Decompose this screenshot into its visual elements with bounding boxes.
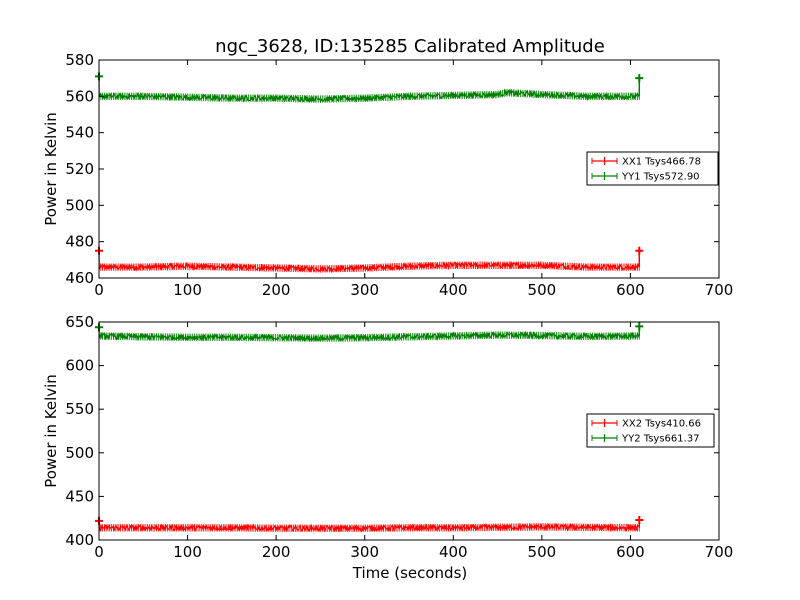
y-tick-label: 650 — [65, 313, 94, 331]
x-tick-label: 600 — [616, 281, 645, 299]
x-tick-label: 0 — [94, 543, 104, 561]
x-tick-label: 500 — [528, 543, 557, 561]
bottom-subplot: Time (seconds) Power in Kelvin 0 100 200 30… — [42, 313, 733, 582]
x-tick-label: 100 — [173, 543, 202, 561]
series-error-hatch — [99, 331, 640, 342]
legend-label: YY2 Tsys661.37 — [621, 434, 700, 445]
legend-box — [586, 151, 719, 186]
bottom-legend: XX2 Tsys410.66 YY2 Tsys661.37 — [586, 413, 715, 448]
x-tick-label: 0 — [94, 281, 104, 299]
series-2-1 — [99, 519, 641, 533]
y-tick-label: 450 — [65, 487, 94, 505]
series-error-hatch — [99, 89, 640, 103]
x-tick-label: 200 — [262, 543, 291, 561]
y-tick-label: 600 — [65, 357, 94, 375]
x-axis-label: Time (seconds) — [352, 564, 468, 582]
x-tick-label: 600 — [616, 543, 645, 561]
legend-box — [586, 413, 715, 448]
y-tick-label: 580 — [65, 51, 94, 69]
bottom-axes-frame — [98, 321, 720, 541]
top-y-axis-label: Power in Kelvin — [42, 112, 60, 226]
x-tick-label: 400 — [439, 543, 468, 561]
y-tick-label: 560 — [65, 87, 94, 105]
series-1-1 — [99, 250, 641, 274]
legend-marker-caps — [591, 435, 618, 441]
y-tick-label: 460 — [65, 269, 94, 287]
x-tick-label: 700 — [705, 543, 734, 561]
legend-label: XX2 Tsys410.66 — [622, 419, 701, 430]
legend-entry: YY1 Tsys572.90 — [591, 172, 700, 183]
top-series-layer — [95, 72, 644, 274]
series-error-hatch — [99, 523, 640, 532]
x-tick-label: 100 — [173, 281, 202, 299]
series-1-2 — [99, 76, 641, 104]
y-tick-label: 550 — [65, 400, 94, 418]
series-2-2 — [99, 326, 641, 343]
y-tick-label: 500 — [65, 444, 94, 462]
y-tick-label: 480 — [65, 233, 94, 251]
top-subplot: ngc_3628, ID:135285 Calibrated Amplitude… — [42, 36, 733, 299]
chart-title: ngc_3628, ID:135285 Calibrated Amplitude — [215, 36, 605, 57]
legend-entry: YY2 Tsys661.37 — [591, 434, 700, 445]
top-ticks-layer: 0 100 200 300 400 500 600 700 460 480 500 520 540 560… — [65, 51, 733, 299]
end-marker — [635, 246, 644, 255]
series-error-hatch — [99, 261, 640, 273]
end-marker — [635, 322, 644, 331]
x-tick-label: 300 — [350, 543, 379, 561]
legend-marker-caps — [591, 158, 618, 164]
top-legend: XX1 Tsys466.78 YY1 Tsys572.90 — [586, 151, 719, 186]
x-tick-label: 400 — [439, 281, 468, 299]
x-tick-label: 200 — [262, 281, 291, 299]
x-tick-label: 500 — [528, 281, 557, 299]
end-marker — [635, 74, 644, 83]
end-marker — [635, 515, 644, 524]
legend-entry: XX2 Tsys410.66 — [591, 419, 701, 430]
bottom-y-axis-label: Power in Kelvin — [42, 374, 60, 488]
y-tick-label: 520 — [65, 160, 94, 178]
bottom-series-layer — [95, 322, 644, 533]
y-tick-label: 540 — [65, 124, 94, 142]
x-tick-label: 700 — [705, 281, 734, 299]
legend-marker-caps — [591, 420, 618, 426]
legend-label: YY1 Tsys572.90 — [621, 172, 700, 183]
y-tick-label: 500 — [65, 196, 94, 214]
legend-label: XX1 Tsys466.78 — [622, 157, 701, 168]
top-axes-frame — [98, 59, 720, 279]
legend-marker-caps — [591, 173, 618, 179]
legend-entry: XX1 Tsys466.78 — [591, 157, 701, 168]
x-tick-label: 300 — [350, 281, 379, 299]
y-tick-label: 400 — [65, 531, 94, 549]
